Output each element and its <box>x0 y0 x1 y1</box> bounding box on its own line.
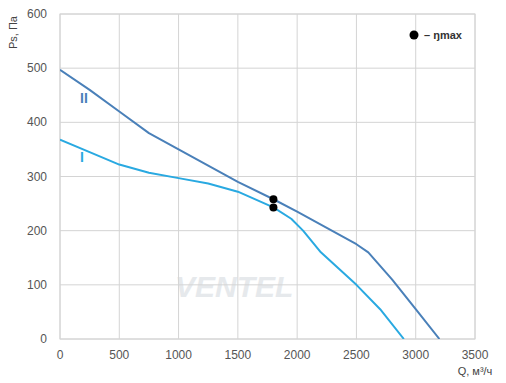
y-tick-label: 200 <box>27 224 47 238</box>
y-tick-label: 600 <box>27 7 47 21</box>
plot-area <box>60 70 439 339</box>
legend-label: – ŋmax <box>424 29 463 41</box>
x-tick-label: 3000 <box>402 348 429 362</box>
watermark: VENTEL <box>175 270 293 303</box>
y-tick-label: 400 <box>27 115 47 129</box>
x-tick-label: 3500 <box>462 348 489 362</box>
eta-max-point <box>269 203 277 211</box>
y-tick-label: 100 <box>27 278 47 292</box>
x-tick-label: 0 <box>57 348 64 362</box>
x-tick-label: 500 <box>109 348 129 362</box>
y-tick-label: 500 <box>27 61 47 75</box>
series-label: I <box>80 149 84 165</box>
series-label: II <box>80 90 88 106</box>
x-tick-label: 1000 <box>165 348 192 362</box>
series-line <box>60 70 439 339</box>
x-tick-label: 1500 <box>225 348 252 362</box>
grid-line <box>60 122 475 123</box>
x-tick-label: 2000 <box>284 348 311 362</box>
plot-frame <box>60 14 475 339</box>
grid-line <box>60 230 475 231</box>
y-tick-label: 300 <box>27 170 47 184</box>
eta-max-point <box>269 195 277 203</box>
x-axis-label: Q, м³/ч <box>458 365 493 377</box>
y-axis-label: Ps, Па <box>7 15 19 49</box>
grid-line <box>60 176 475 177</box>
grid-line <box>60 284 475 285</box>
y-tick-label: 0 <box>40 332 47 346</box>
grid-line <box>60 68 475 69</box>
legend-marker <box>410 31 419 40</box>
series-line <box>60 140 404 339</box>
x-tick-label: 2500 <box>343 348 370 362</box>
chart: VENTEL 0 500 1000 1500 2000 2500 3000 3500 0 100 20… <box>0 0 506 383</box>
